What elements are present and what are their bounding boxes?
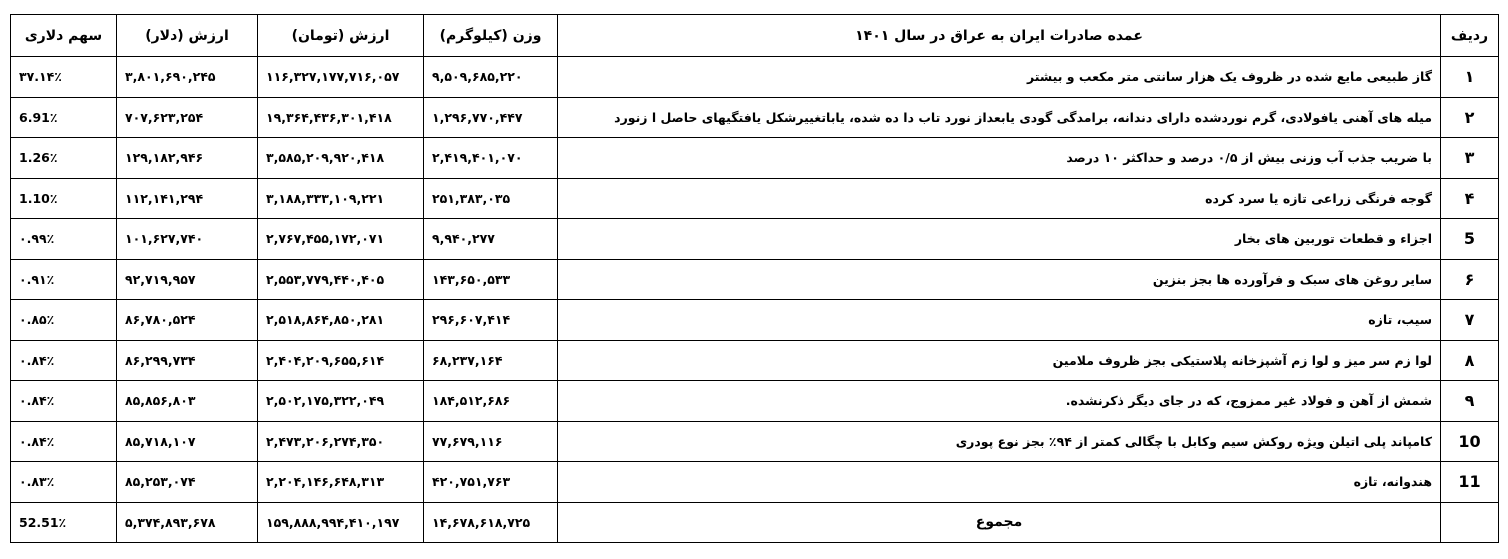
value-cell: ۰.۸۳٪: [10, 461, 117, 503]
item-description: لوا زم سر میز و لوا زم آشپزخانه پلاستیکی…: [557, 339, 1441, 381]
table-row: ۳ با ضریب جذب آب وزنی بیش از ۰/۵ درصد و ح…: [10, 137, 1499, 179]
value-cell: ۲,۴۷۳,۲۰۶,۲۷۴,۳۵۰: [257, 420, 424, 462]
value-cell: ۲,۷۶۷,۴۵۵,۱۷۲,۰۷۱: [257, 218, 424, 260]
column-header: سهم دلاری: [10, 14, 117, 57]
table-row: 5 اجزاء و قطعات توربین های بخار ۹,۹۴۰,۲۷۷ ۲…: [10, 218, 1499, 260]
value-cell: ۸۶,۲۹۹,۷۳۴: [116, 339, 258, 381]
value-cell: ۰.۸۵٪: [10, 299, 117, 341]
item-description: کامپاند پلی اتیلن ویژه روکش سیم وکابل با…: [557, 420, 1441, 462]
value-cell: ۳۷.۱۴٪: [10, 56, 117, 98]
item-description: شمش از آهن و فولاد غیر ممزوج، که در جای …: [557, 380, 1441, 422]
value-cell: ۲۹۶,۶۰۷,۴۱۴: [423, 299, 558, 341]
value-cell: ۳,۸۰۱,۶۹۰,۲۴۵: [116, 56, 258, 98]
value-cell: ۲,۴۰۴,۲۰۹,۶۵۵,۶۱۴: [257, 339, 424, 381]
item-description: با ضریب جذب آب وزنی بیش از ۰/۵ درصد و حد…: [557, 137, 1441, 179]
row-number: 11: [1440, 461, 1499, 503]
value-cell: ۲,۴۱۹,۴۰۱,۰۷۰: [423, 137, 558, 179]
value-cell: ۲,۲۰۴,۱۴۶,۶۴۸,۳۱۳: [257, 461, 424, 503]
column-header: ردیف: [1440, 14, 1499, 57]
row-number: ۴: [1440, 177, 1499, 219]
value-cell: ۸۶,۷۸۰,۵۲۴: [116, 299, 258, 341]
item-description: اجزاء و قطعات توربین های بخار: [557, 218, 1441, 260]
total-value: ۱۵۹,۸۸۸,۹۹۴,۴۱۰,۱۹۷: [257, 501, 424, 543]
item-description: سایر روغن های سبک و فرآورده ها بجز بنزین: [557, 258, 1441, 300]
value-cell: ۱۸۴,۵۱۲,۶۸۶: [423, 380, 558, 422]
value-cell: ۱۹,۳۶۴,۴۳۶,۳۰۱,۴۱۸: [257, 96, 424, 138]
value-cell: ۲۵۱,۳۸۳,۰۳۵: [423, 177, 558, 219]
value-cell: ۱۴۳,۶۵۰,۵۳۳: [423, 258, 558, 300]
value-cell: ۱۱۶,۳۲۷,۱۷۷,۷۱۶,۰۵۷: [257, 56, 424, 98]
value-cell: ۰.۹۱٪: [10, 258, 117, 300]
value-cell: ۶۸,۲۳۷,۱۶۴: [423, 339, 558, 381]
value-cell: ۸۵,۲۵۳,۰۷۴: [116, 461, 258, 503]
value-cell: ۹,۵۰۹,۶۸۵,۲۲۰: [423, 56, 558, 98]
table-row: ۷ سیب، تازه ۲۹۶,۶۰۷,۴۱۴ ۲,۵۱۸,۸۶۴,۸۵۰,۲۸۱ ۸۶…: [10, 299, 1499, 341]
table-row: 10 کامپاند پلی اتیلن ویژه روکش سیم وکابل …: [10, 420, 1499, 462]
row-number: 10: [1440, 420, 1499, 462]
column-header: عمده صادرات ایران به عراق در سال ۱۴۰۱: [557, 14, 1441, 57]
value-cell: ۳,۵۸۵,۲۰۹,۹۲۰,۴۱۸: [257, 137, 424, 179]
value-cell: ۱۲۹,۱۸۲,۹۴۶: [116, 137, 258, 179]
item-description: هندوانه، تازه: [557, 461, 1441, 503]
column-header: ارزش (دلار): [116, 14, 258, 57]
row-number: ۶: [1440, 258, 1499, 300]
value-cell: ۷۷,۶۷۹,۱۱۶: [423, 420, 558, 462]
value-cell: ۷۰۷,۶۲۳,۲۵۴: [116, 96, 258, 138]
row-number: ۸: [1440, 339, 1499, 381]
total-value: ۱۴,۶۷۸,۶۱۸,۷۲۵: [423, 501, 558, 543]
table-row: ۶ سایر روغن های سبک و فرآورده ها بجز بنزی…: [10, 258, 1499, 300]
table-row: ۱ گاز طبیعی مایع شده در ظروف یک هزار سانت…: [10, 56, 1499, 98]
row-number: ۹: [1440, 380, 1499, 422]
header-row: ردیف عمده صادرات ایران به عراق در سال ۱۴۰…: [10, 14, 1499, 57]
empty-cell: [1440, 501, 1499, 543]
item-description: میله های آهنی یافولادی، گرم نوردشده دارا…: [557, 96, 1441, 138]
value-cell: ۲,۵۵۳,۷۷۹,۴۴۰,۴۰۵: [257, 258, 424, 300]
table-row: ۴ گوجه فرنگی زراعی تازه یا سرد کرده ۲۵۱,۳۸…: [10, 177, 1499, 219]
value-cell: 1.10٪: [10, 177, 117, 219]
row-number: ۲: [1440, 96, 1499, 138]
value-cell: 6.91٪: [10, 96, 117, 138]
value-cell: ۹۲,۷۱۹,۹۵۷: [116, 258, 258, 300]
value-cell: ۹,۹۴۰,۲۷۷: [423, 218, 558, 260]
item-description: گوجه فرنگی زراعی تازه یا سرد کرده: [557, 177, 1441, 219]
value-cell: ۱۰۱,۶۲۷,۷۴۰: [116, 218, 258, 260]
value-cell: ۱۱۲,۱۴۱,۲۹۴: [116, 177, 258, 219]
item-description: گاز طبیعی مایع شده در ظروف یک هزار سانتی…: [557, 56, 1441, 98]
table-row: ۸ لوا زم سر میز و لوا زم آشپزخانه پلاستیک…: [10, 339, 1499, 381]
row-number: ۳: [1440, 137, 1499, 179]
value-cell: ۴۲۰,۷۵۱,۷۶۳: [423, 461, 558, 503]
value-cell: ۰.۸۴٪: [10, 380, 117, 422]
total-value: 52.51٪: [10, 501, 117, 543]
column-header: ارزش (تومان): [257, 14, 424, 57]
value-cell: ۸۵,۸۵۶,۸۰۳: [116, 380, 258, 422]
value-cell: ۰.۸۴٪: [10, 420, 117, 462]
value-cell: ۲,۵۱۸,۸۶۴,۸۵۰,۲۸۱: [257, 299, 424, 341]
table-row: ۹ شمش از آهن و فولاد غیر ممزوج، که در جای…: [10, 380, 1499, 422]
value-cell: ۰.۹۹٪: [10, 218, 117, 260]
total-value: ۵,۳۷۴,۸۹۳,۶۷۸: [116, 501, 258, 543]
row-number: ۷: [1440, 299, 1499, 341]
row-number: ۱: [1440, 56, 1499, 98]
value-cell: ۲,۵۰۲,۱۷۵,۳۲۲,۰۴۹: [257, 380, 424, 422]
value-cell: ۱,۲۹۶,۷۷۰,۴۴۷: [423, 96, 558, 138]
table-body: ۱ گاز طبیعی مایع شده در ظروف یک هزار سانت…: [10, 56, 1499, 543]
item-description: سیب، تازه: [557, 299, 1441, 341]
column-header: وزن (کیلوگرم): [423, 14, 558, 57]
value-cell: 1.26٪: [10, 137, 117, 179]
total-label: مجموع: [557, 501, 1441, 543]
value-cell: ۸۵,۷۱۸,۱۰۷: [116, 420, 258, 462]
exports-table: ردیف عمده صادرات ایران به عراق در سال ۱۴۰…: [10, 14, 1499, 543]
total-row: مجموع ۱۴,۶۷۸,۶۱۸,۷۲۵ ۱۵۹,۸۸۸,۹۹۴,۴۱۰,۱۹۷ ۵,…: [10, 501, 1499, 543]
value-cell: ۳,۱۸۸,۳۳۳,۱۰۹,۲۲۱: [257, 177, 424, 219]
table-row: 11 هندوانه، تازه ۴۲۰,۷۵۱,۷۶۳ ۲,۲۰۴,۱۴۶,۶۴۸,…: [10, 461, 1499, 503]
value-cell: ۰.۸۴٪: [10, 339, 117, 381]
row-number: 5: [1440, 218, 1499, 260]
table-row: ۲ میله های آهنی یافولادی، گرم نوردشده دار…: [10, 96, 1499, 138]
